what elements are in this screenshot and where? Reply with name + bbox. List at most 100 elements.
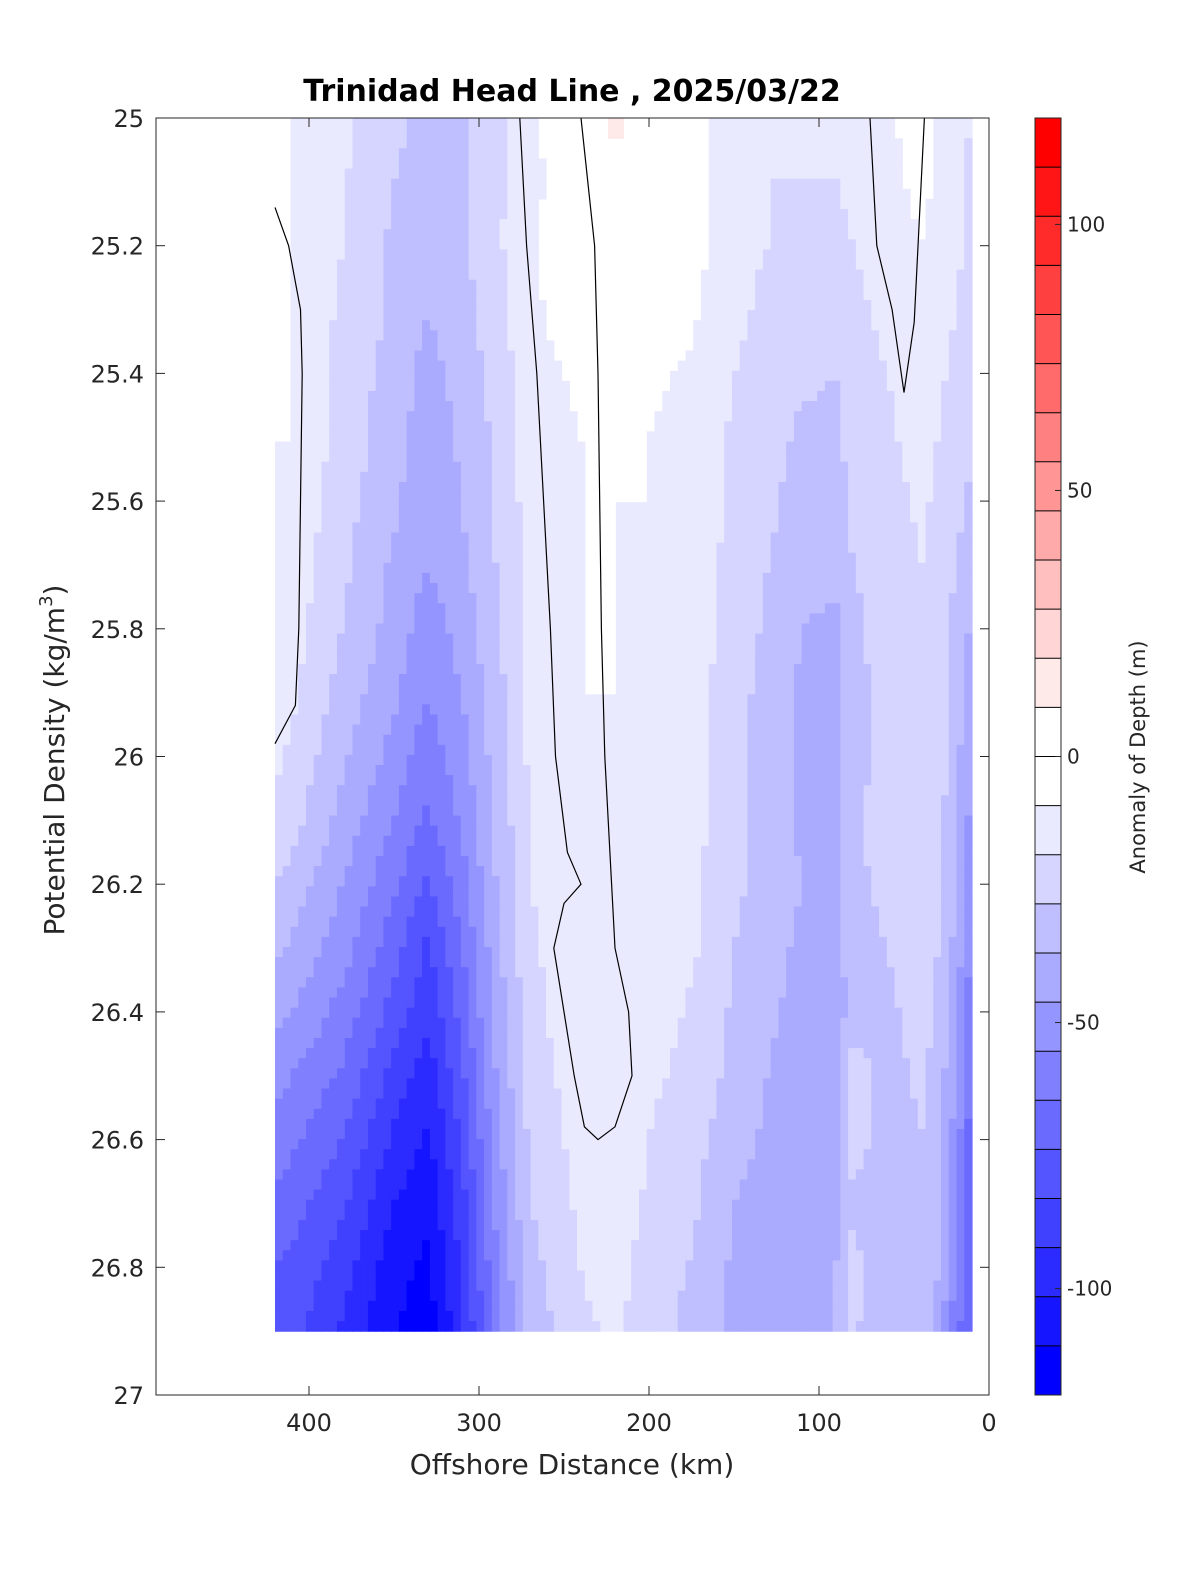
contour-cell	[468, 128, 477, 139]
contour-cell	[499, 744, 508, 756]
contour-cell	[305, 118, 315, 129]
contour-cell	[553, 441, 563, 453]
contour-cell	[677, 694, 687, 705]
contour-cell	[468, 461, 477, 473]
contour-cell	[762, 118, 772, 129]
contour-cell	[352, 380, 361, 392]
contour-cell	[886, 653, 896, 665]
contour-cell	[762, 421, 772, 432]
contour-cell	[530, 744, 539, 756]
contour-cell	[693, 421, 702, 432]
contour-cell	[941, 492, 950, 503]
contour-cell	[739, 481, 749, 493]
contour-cell	[453, 188, 462, 200]
contour-cell	[305, 148, 315, 160]
contour-cell	[832, 744, 841, 756]
contour-cell	[886, 542, 896, 554]
contour-cell	[863, 583, 872, 594]
contour-cell	[344, 138, 354, 149]
contour-cell	[445, 431, 454, 443]
contour-cell	[669, 684, 679, 695]
contour-cell	[530, 663, 539, 675]
contour-cell	[824, 249, 834, 261]
contour-cell	[708, 239, 718, 251]
contour-cell	[623, 532, 632, 544]
contour-cell	[499, 431, 508, 443]
contour-cell	[917, 583, 927, 594]
contour-cell	[313, 380, 323, 392]
contour-cell	[824, 229, 834, 240]
contour-cell	[282, 754, 292, 766]
contour-cell	[948, 289, 958, 301]
contour-cell	[902, 380, 911, 392]
contour-cell	[778, 360, 787, 372]
contour-cell	[840, 481, 849, 493]
contour-cell	[793, 583, 803, 594]
contour-cell	[460, 198, 470, 210]
contour-cell	[956, 411, 965, 422]
contour-cell	[414, 431, 423, 443]
contour-cell	[910, 380, 919, 392]
contour-cell	[840, 532, 849, 544]
contour-cell	[956, 542, 965, 554]
contour-cell	[786, 370, 795, 382]
contour-cell	[964, 694, 973, 705]
contour-cell	[902, 674, 911, 685]
contour-cell	[406, 471, 415, 483]
contour-cell	[367, 724, 377, 736]
contour-cell	[577, 532, 586, 544]
contour-cell	[499, 279, 508, 291]
contour-cell	[731, 198, 741, 210]
contour-cell	[429, 704, 439, 716]
contour-cell	[522, 451, 532, 463]
contour-cell	[933, 451, 942, 463]
contour-cell	[871, 239, 880, 251]
contour-cell	[383, 158, 392, 170]
contour-cell	[917, 360, 927, 372]
contour-cell	[638, 663, 648, 675]
contour-cell	[731, 593, 741, 604]
contour-cell	[414, 441, 423, 453]
contour-cell	[445, 532, 454, 544]
contour-cell	[716, 552, 725, 564]
contour-cell	[708, 593, 718, 604]
contour-cell	[321, 461, 330, 473]
contour-cell	[484, 360, 493, 372]
contour-cell	[507, 259, 516, 271]
contour-cell	[770, 118, 779, 129]
contour-cell	[499, 623, 508, 635]
contour-cell	[824, 744, 834, 756]
contour-cell	[886, 512, 896, 523]
contour-cell	[708, 299, 718, 311]
contour-cell	[824, 542, 834, 554]
contour-cell	[360, 572, 369, 584]
contour-cell	[422, 148, 431, 160]
contour-cell	[778, 593, 787, 604]
contour-cell	[747, 168, 756, 180]
contour-cell	[375, 360, 385, 372]
contour-cell	[755, 229, 764, 240]
contour-cell	[298, 512, 307, 523]
contour-cell	[677, 583, 687, 594]
contour-cell	[429, 623, 439, 635]
contour-cell	[840, 492, 849, 503]
contour-cell	[491, 401, 501, 412]
contour-cell	[468, 380, 477, 392]
contour-cell	[731, 643, 741, 655]
contour-cell	[522, 704, 532, 716]
contour-cell	[716, 269, 725, 281]
contour-cell	[731, 542, 741, 554]
contour-cell	[298, 340, 307, 352]
contour-cell	[398, 583, 408, 594]
contour-cell	[941, 401, 950, 412]
contour-cell	[832, 188, 841, 200]
contour-cell	[313, 350, 323, 362]
contour-cell	[608, 118, 617, 129]
contour-cell	[902, 643, 911, 655]
contour-cell	[817, 421, 826, 432]
contour-cell	[538, 320, 547, 331]
contour-cell	[352, 239, 361, 251]
contour-cell	[329, 613, 338, 625]
contour-cell	[522, 350, 532, 362]
contour-cell	[941, 623, 950, 635]
